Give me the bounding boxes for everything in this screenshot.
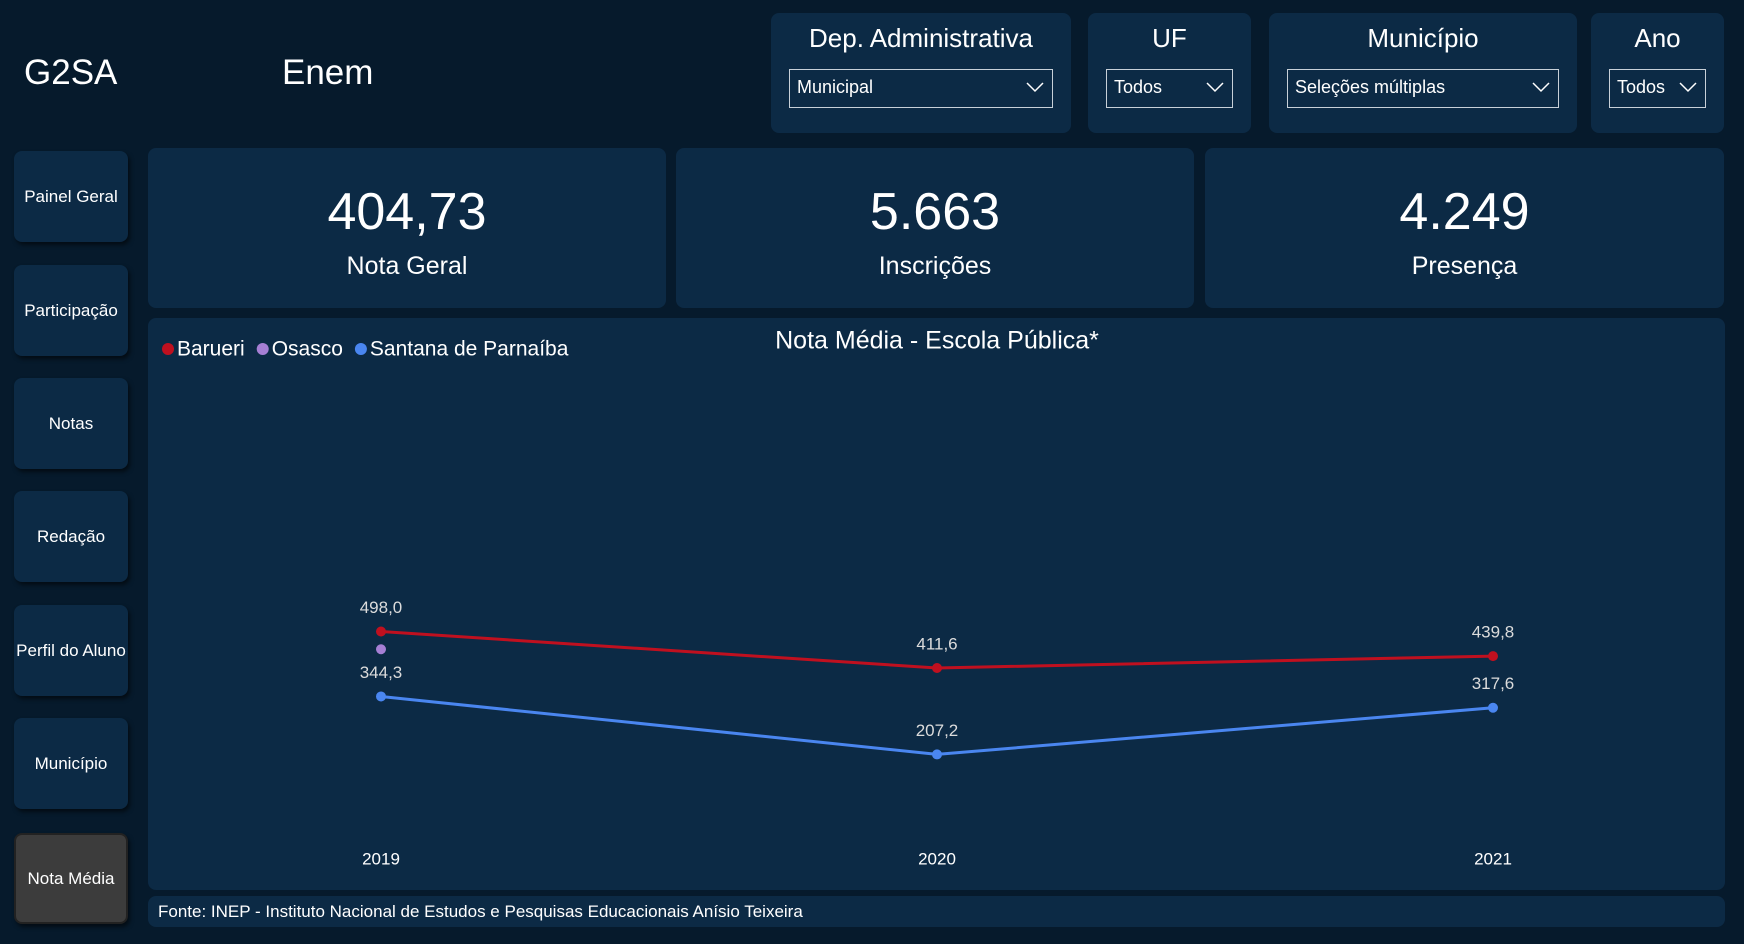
dropdown[interactable]: Todos <box>1106 69 1233 108</box>
point <box>376 691 386 702</box>
filter: Ano Todos <box>1591 13 1724 133</box>
legend-marker <box>256 343 269 355</box>
filter: Dep. Administrativa Municipal <box>771 13 1071 133</box>
data-label: 207,2 <box>916 721 959 740</box>
nav-button[interactable]: Participação <box>14 265 128 356</box>
chevron <box>1026 82 1044 93</box>
footer: Fonte: INEP - Instituto Nacional de Estu… <box>148 896 1725 927</box>
nav-button[interactable]: Perfil do Aluno <box>14 605 128 696</box>
legend-label: Osasco <box>272 338 343 361</box>
data-label: 317,6 <box>1472 674 1515 693</box>
filter-label: Ano <box>1634 23 1681 53</box>
dropdown-value: Todos <box>1617 77 1666 97</box>
kpi-label: Presença <box>1411 252 1518 280</box>
legend-label: Santana de Parnaíba <box>370 338 569 361</box>
nav-button[interactable]: Nota Média <box>14 833 128 924</box>
kpi-card: 4.249 Presença <box>1205 148 1724 308</box>
point <box>932 663 942 674</box>
filter-label: UF <box>1152 23 1187 53</box>
chevron <box>1679 82 1697 93</box>
filter-label: Município <box>1367 23 1479 53</box>
kpi-value: 404,73 <box>327 183 487 241</box>
filter-label: Dep. Administrativa <box>809 23 1033 53</box>
point <box>1488 702 1498 713</box>
chart: Nota Média - Escola Pública* Barueri Osas… <box>162 327 1515 868</box>
kpi-card: 404,73 Nota Geral <box>148 148 666 308</box>
kpi-value: 5.663 <box>869 183 1001 241</box>
chart-panel: Nota Média - Escola Pública* Barueri Osas… <box>148 318 1725 890</box>
kpi-card: 5.663 Inscrições <box>676 148 1194 308</box>
kpi-label: Inscrições <box>878 252 992 280</box>
nav-button[interactable]: Redação <box>14 491 128 582</box>
x-tick-label: 2020 <box>918 849 956 868</box>
chart-title: Nota Média - Escola Pública* <box>775 327 1099 355</box>
data-label: 411,6 <box>916 635 957 654</box>
legend-marker <box>162 343 174 355</box>
data-label: 344,3 <box>360 663 403 682</box>
chevron <box>1532 82 1550 93</box>
page-title: Enem <box>282 53 374 92</box>
dropdown-value: Municipal <box>797 77 874 97</box>
legend-label: Barueri <box>177 338 245 361</box>
x-tick-label: 2021 <box>1474 849 1512 868</box>
nav-button[interactable]: Painel Geral <box>14 151 128 242</box>
point <box>376 644 386 655</box>
kpi-value: 4.249 <box>1399 183 1530 241</box>
logo: G2SA <box>24 53 118 92</box>
dropdown-value: Todos <box>1114 77 1163 97</box>
point <box>1488 651 1498 662</box>
nav-button[interactable]: Notas <box>14 378 128 469</box>
data-label: 439,8 <box>1472 623 1515 642</box>
filter: Município Seleções múltiplas <box>1269 13 1577 133</box>
point <box>376 626 386 637</box>
dropdown-value: Seleções múltiplas <box>1295 77 1446 97</box>
dropdown[interactable]: Todos <box>1609 69 1706 108</box>
nav-button[interactable]: Município <box>14 718 128 809</box>
kpi-label: Nota Geral <box>346 252 468 280</box>
filter: UF Todos <box>1088 13 1251 133</box>
chevron <box>1206 82 1224 93</box>
data-label: 498,0 <box>360 598 403 617</box>
dropdown[interactable]: Municipal <box>789 69 1053 108</box>
x-tick-label: 2019 <box>362 849 400 868</box>
dropdown[interactable]: Seleções múltiplas <box>1287 69 1559 108</box>
point <box>932 749 942 760</box>
legend-marker <box>354 343 367 355</box>
